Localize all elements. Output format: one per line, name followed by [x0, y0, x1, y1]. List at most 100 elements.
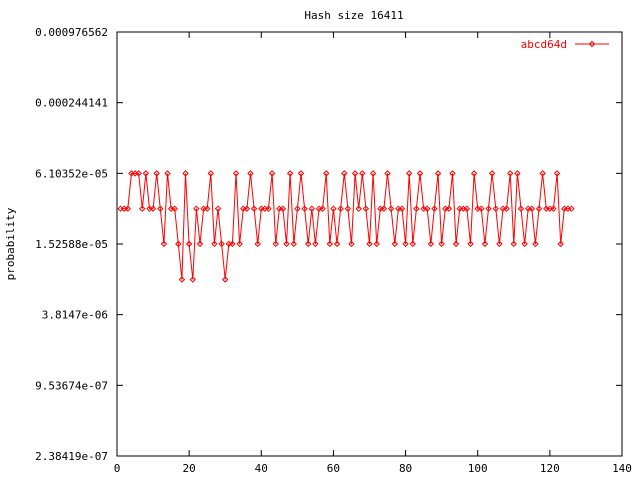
data-point — [510, 240, 517, 248]
x-tick-label: 100 — [468, 462, 488, 475]
data-point — [341, 170, 348, 177]
data-point — [373, 240, 380, 248]
data-point — [359, 170, 366, 177]
data-point — [254, 240, 261, 248]
data-point — [124, 205, 132, 212]
x-tick-label: 80 — [399, 462, 412, 475]
y-tick-label: 2.38419e-07 — [35, 450, 108, 463]
data-point — [391, 240, 398, 248]
data-point — [301, 205, 308, 212]
data-point — [369, 170, 377, 177]
data-point — [323, 170, 330, 177]
data-point — [229, 240, 236, 248]
data-point — [175, 240, 182, 248]
data-point — [330, 205, 337, 212]
data-point — [355, 205, 362, 212]
data-point — [178, 276, 186, 283]
data-point — [413, 205, 420, 212]
data-point — [333, 240, 341, 248]
data-point — [160, 240, 168, 248]
x-tick-label: 60 — [327, 462, 340, 475]
data-point — [449, 170, 456, 177]
data-point — [164, 170, 171, 177]
data-point — [153, 170, 160, 177]
data-point — [405, 170, 413, 177]
data-point — [297, 170, 305, 177]
x-tick-label: 40 — [255, 462, 268, 475]
data-point — [312, 240, 319, 248]
data-point — [416, 170, 424, 177]
data-point — [185, 240, 193, 248]
data-point — [485, 205, 492, 212]
x-tick-label: 120 — [540, 462, 560, 475]
data-point — [193, 205, 200, 212]
data-point — [496, 240, 503, 248]
data-point — [427, 240, 435, 248]
data-point — [424, 205, 431, 212]
data-point — [286, 170, 294, 177]
data-point — [539, 170, 546, 177]
data-point — [362, 205, 370, 212]
data-point — [207, 170, 214, 177]
data-point — [290, 240, 297, 248]
data-point — [467, 240, 474, 248]
data-point — [348, 240, 355, 248]
series-line-abcd64d — [120, 172, 572, 280]
data-point — [481, 240, 489, 248]
data-point — [149, 205, 157, 212]
data-point — [445, 205, 453, 212]
x-tick-label: 140 — [612, 462, 632, 475]
data-point — [488, 170, 496, 177]
data-point — [196, 240, 204, 248]
data-point — [517, 205, 525, 212]
y-axis-label: probability — [4, 207, 17, 280]
data-point — [268, 170, 276, 177]
data-point — [384, 170, 391, 177]
data-point — [506, 170, 514, 177]
data-point — [380, 205, 388, 212]
x-tick-label: 0 — [114, 462, 121, 475]
data-point — [222, 276, 229, 283]
data-point — [351, 170, 359, 177]
data-point — [503, 205, 510, 212]
data-point — [344, 205, 352, 212]
data-point — [189, 276, 196, 283]
chart-title: Hash size 16411 — [304, 9, 403, 22]
data-point — [478, 205, 485, 212]
data-point — [279, 205, 287, 212]
data-point — [521, 240, 528, 248]
data-point — [182, 170, 189, 177]
data-point — [398, 205, 406, 212]
data-point — [568, 205, 575, 212]
data-point — [236, 240, 243, 248]
data-point — [553, 170, 561, 177]
data-point — [265, 205, 272, 212]
data-point — [557, 240, 564, 248]
data-point — [135, 170, 142, 177]
data-point — [337, 205, 344, 212]
plot-frame — [116, 31, 623, 457]
data-point — [211, 240, 218, 248]
data-point — [463, 205, 471, 212]
data-point — [326, 240, 334, 248]
y-tick-label: 9.53674e-07 — [35, 379, 108, 392]
y-tick-label: 0.000244141 — [35, 97, 108, 110]
data-point — [218, 240, 225, 248]
data-point — [535, 205, 543, 212]
data-point — [431, 205, 438, 212]
data-point — [294, 205, 301, 212]
data-point — [550, 205, 557, 212]
data-point — [532, 240, 539, 248]
data-point — [214, 205, 222, 212]
data-point — [319, 205, 326, 212]
y-tick-label: 6.10352e-05 — [35, 167, 108, 180]
data-point — [139, 205, 146, 212]
legend-marker — [588, 40, 596, 48]
data-point — [492, 205, 499, 212]
data-point — [434, 170, 442, 177]
data-point — [283, 240, 290, 248]
y-tick-label: 3.8147e-06 — [42, 309, 108, 322]
data-point — [366, 240, 373, 248]
data-point — [452, 240, 460, 248]
